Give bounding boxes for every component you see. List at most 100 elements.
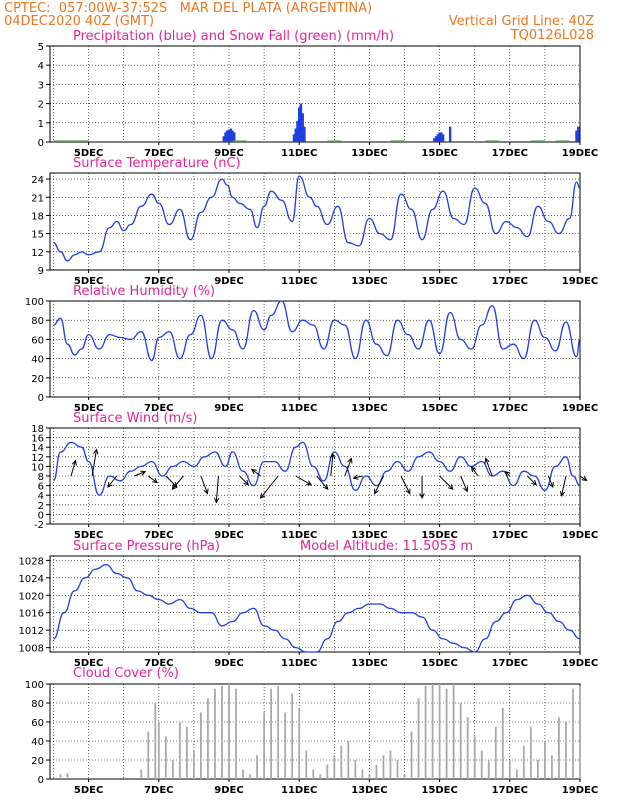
precipitation-bar: [53, 140, 68, 142]
run-date: 04DEC2020 40Z (GMT): [4, 14, 155, 29]
cloud-bar: [368, 774, 371, 779]
precipitation-bar: [224, 132, 227, 142]
model-id: TQ0126L028: [510, 28, 594, 43]
precipitation-xtick-label: 11DEC: [281, 148, 317, 159]
cloud-bar: [410, 731, 413, 779]
wind-ytick-label: 18: [31, 424, 44, 435]
cloud-bar: [389, 750, 392, 779]
panel-title-pressure: Surface Pressure (hPa): [73, 539, 220, 554]
wind-arrow: [579, 475, 587, 481]
wind-arrow: [400, 475, 411, 494]
humidity-ytick-label: 0: [38, 393, 44, 404]
pressure-ytick-label: 1020: [19, 591, 44, 602]
wind-arrow: [316, 475, 329, 490]
wind-xtick-label: 19DEC: [562, 530, 598, 541]
wind-arrow: [165, 475, 178, 488]
wind-arrow: [147, 475, 158, 484]
pressure-xtick-label: 15DEC: [421, 658, 457, 669]
wind-arrow: [239, 475, 249, 486]
cloud-bar: [445, 688, 448, 779]
precipitation-bar: [433, 138, 436, 142]
wind-xtick-label: 7DEC: [144, 530, 173, 541]
wind-series-line: [52, 441, 581, 496]
cloud-ytick-label: 60: [31, 718, 44, 729]
wind-arrow-head: [259, 492, 266, 499]
pressure-xtick-label: 19DEC: [562, 658, 598, 669]
cloud-bar: [354, 760, 357, 779]
precipitation-bar: [575, 130, 578, 142]
precipitation-bar: [222, 136, 225, 142]
precipitation-bar: [301, 113, 304, 142]
cloud-xtick-label: 9DEC: [214, 785, 243, 796]
wind-ytick-label: 16: [31, 434, 44, 445]
vertical-grid-line-label: Vertical Grid Line: 40Z: [448, 14, 594, 29]
pressure-xtick-label: 11DEC: [281, 658, 317, 669]
pressure-ytick-label: 1028: [19, 556, 44, 567]
wind-arrow-head: [484, 457, 490, 464]
panel-title-cloud: Cloud Cover (%): [73, 666, 179, 681]
wind-arrow: [295, 475, 312, 486]
wind-ytick-label: 4: [38, 491, 44, 502]
wind-arrow: [200, 475, 208, 494]
humidity-xtick-label: 9DEC: [214, 403, 243, 414]
cloud-frame: [49, 683, 581, 780]
wind-arrow: [134, 471, 146, 477]
cloud-bar: [277, 685, 280, 779]
wind-arrow-head: [323, 484, 329, 491]
station-header: CPTEC: 057:00W-37:52S MAR DEL PLATA (ARG…: [4, 1, 373, 16]
humidity-ytick-label: 80: [31, 316, 44, 327]
wind-xtick-label: 15DEC: [421, 530, 457, 541]
wind-arrow-head: [374, 488, 379, 495]
wind-arrow: [107, 475, 118, 488]
wind-arrow-head: [250, 468, 257, 475]
cloud-bar: [284, 712, 287, 779]
wind-xtick-label: 5DEC: [74, 530, 103, 541]
precipitation-xtick-label: 17DEC: [492, 148, 528, 159]
wind-arrow: [460, 475, 468, 492]
cloud-bar: [214, 688, 216, 779]
precipitation-bar: [292, 134, 296, 142]
precipitation-bar: [64, 140, 79, 142]
precipitation-bar: [229, 128, 232, 142]
cloud-bar: [558, 717, 560, 779]
precipitation-bar: [448, 126, 452, 142]
cloud-bar: [263, 712, 266, 779]
temperature-ytick-label: 24: [31, 175, 44, 186]
cloud-bar: [256, 755, 258, 779]
wind-arrow: [374, 475, 384, 494]
wind-xtick-label: 9DEC: [214, 530, 243, 541]
precipitation-bar: [577, 126, 580, 142]
precipitation-ytick-label: 0: [38, 138, 44, 149]
cloud-bar: [375, 764, 378, 779]
cloud-bar: [298, 707, 301, 779]
cloud-ytick-label: 20: [31, 756, 44, 767]
wind-arrow-head: [171, 484, 178, 491]
cloud-bar: [508, 760, 511, 779]
precipitation-ytick-label: 3: [38, 80, 44, 91]
wind-arrow: [70, 460, 76, 477]
humidity-xtick-label: 11DEC: [281, 403, 317, 414]
cloud-bar: [459, 703, 462, 779]
wind-arrow: [215, 475, 219, 503]
cloud-bar: [140, 769, 143, 779]
temperature-ytick-label: 15: [31, 230, 44, 241]
panel-title-temperature: Surface Temperature (nC): [73, 156, 241, 171]
precipitation-bar: [327, 140, 342, 142]
wind-ytick-label: -2: [34, 520, 44, 531]
precipitation-bar: [438, 132, 441, 142]
wind-arrow: [344, 458, 352, 477]
temperature-series-line: [53, 175, 581, 262]
panel-title-humidity: Relative Humidity (%): [73, 284, 216, 299]
wind-arrow-head: [463, 486, 469, 493]
precipitation-ytick-label: 4: [38, 61, 44, 72]
humidity-xtick-label: 15DEC: [421, 403, 457, 414]
cloud-bar: [228, 684, 230, 779]
precipitation-xtick-label: 7DEC: [144, 148, 173, 159]
cloud-xtick-label: 7DEC: [144, 785, 173, 796]
cloud-bar: [572, 688, 574, 779]
model-altitude: Model Altitude: 11.5053 m: [300, 539, 474, 554]
cloud-bar: [291, 693, 294, 779]
cloud-ytick-label: 100: [25, 680, 44, 691]
cloud-bar: [480, 750, 483, 779]
temperature-xtick-label: 5DEC: [74, 276, 103, 287]
